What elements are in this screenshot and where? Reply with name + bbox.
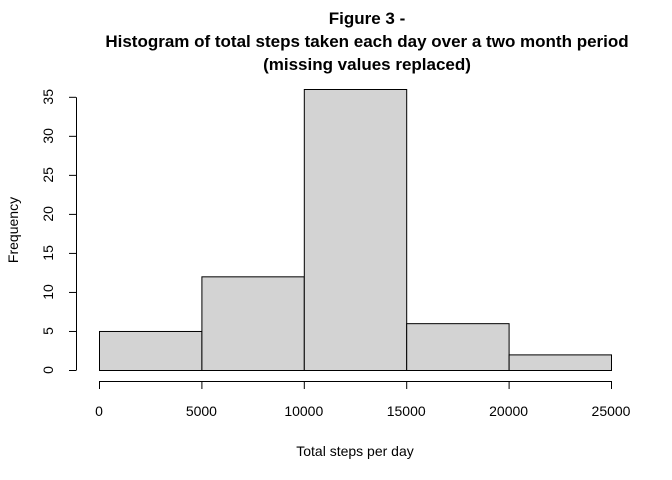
x-axis: 0 5000 10000 15000 20000 25000: [95, 381, 631, 419]
histogram-bar-1: [201, 276, 305, 372]
y-axis: 0 5 10 15 20 25 30 35: [40, 89, 77, 374]
chart-title-line-3: (missing values replaced): [263, 55, 471, 74]
bars-group: [99, 89, 613, 372]
x-tick-label-3: 15000: [387, 403, 426, 419]
x-tick-label-4: 20000: [489, 403, 528, 419]
y-tick-label-5: 25: [40, 167, 56, 183]
x-axis-label: Total steps per day: [296, 443, 414, 459]
y-tick-label-2: 10: [40, 284, 56, 300]
y-tick-label-3: 15: [40, 245, 56, 261]
histogram-bar-3: [406, 323, 510, 371]
y-tick-label-4: 20: [40, 206, 56, 222]
x-tick-label-5: 25000: [592, 403, 631, 419]
x-tick-label-2: 10000: [284, 403, 323, 419]
y-axis-label: Frequency: [5, 197, 21, 263]
chart-title-line-1: Figure 3 -: [329, 9, 406, 28]
y-tick-label-0: 0: [40, 366, 56, 374]
chart-title-line-2: Histogram of total steps taken each day …: [105, 32, 628, 51]
histogram-bar-2: [303, 89, 408, 371]
x-tick-label-0: 0: [95, 403, 103, 419]
histogram-bar-4: [508, 354, 613, 371]
y-tick-label-7: 35: [40, 89, 56, 105]
x-tick-label-1: 5000: [186, 403, 217, 419]
y-tick-label-6: 30: [40, 128, 56, 144]
y-tick-label-1: 5: [40, 327, 56, 335]
histogram-bar-0: [99, 330, 203, 372]
